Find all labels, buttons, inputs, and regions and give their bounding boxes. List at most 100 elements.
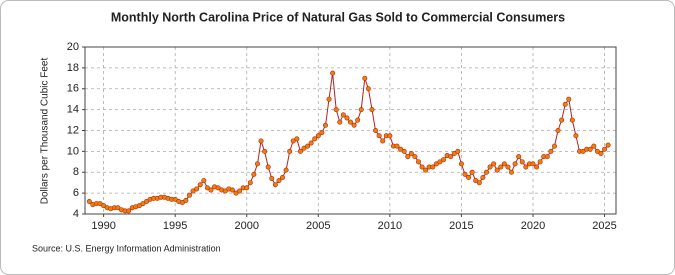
y-tick-label: 14 <box>67 104 79 116</box>
data-point <box>308 140 314 146</box>
data-point <box>355 117 361 123</box>
data-point <box>408 150 414 156</box>
y-tick-label: 18 <box>67 62 79 74</box>
data-point <box>365 86 371 92</box>
data-point <box>433 161 439 167</box>
data-point <box>237 188 243 194</box>
y-tick-label: 4 <box>73 208 79 220</box>
data-point <box>244 185 250 191</box>
data-point <box>591 143 597 149</box>
data-point <box>326 96 332 102</box>
data-point <box>423 167 429 173</box>
data-point <box>398 146 404 152</box>
data-point <box>322 122 328 128</box>
data-point <box>573 133 579 139</box>
data-point <box>254 161 260 167</box>
data-point <box>483 169 489 175</box>
data-point <box>179 200 185 206</box>
data-point <box>401 148 407 154</box>
data-point <box>215 185 221 191</box>
x-tick-label: 1995 <box>163 220 187 232</box>
data-point <box>262 148 268 154</box>
data-point <box>387 133 393 139</box>
x-tick-label: 2015 <box>449 220 473 232</box>
data-point <box>126 208 132 214</box>
data-point <box>136 203 142 209</box>
data-point <box>455 148 461 154</box>
x-tick-label: 1990 <box>91 220 115 232</box>
data-point <box>505 164 511 170</box>
chart-title: Monthly North Carolina Price of Natural … <box>111 10 565 24</box>
data-point <box>555 128 561 134</box>
data-point <box>272 182 278 188</box>
data-point <box>287 148 293 154</box>
data-point <box>351 122 357 128</box>
data-point <box>480 174 486 180</box>
data-point <box>340 112 346 118</box>
data-point <box>469 169 475 175</box>
data-point <box>144 198 150 204</box>
data-point <box>509 169 515 175</box>
data-point <box>516 154 522 160</box>
data-point <box>544 154 550 160</box>
data-point <box>602 146 608 152</box>
data-point <box>183 197 189 203</box>
data-point <box>333 107 339 113</box>
data-point <box>548 148 554 154</box>
data-point <box>587 146 593 152</box>
data-point <box>265 164 271 170</box>
data-point <box>344 115 350 121</box>
data-point <box>551 143 557 149</box>
y-tick-label: 6 <box>73 187 79 199</box>
data-point <box>512 161 518 167</box>
data-point <box>312 136 318 142</box>
y-tick-label: 16 <box>67 83 79 95</box>
data-point <box>569 117 575 123</box>
data-point <box>458 161 464 167</box>
data-point <box>566 96 572 102</box>
data-point <box>362 75 368 81</box>
data-point <box>430 164 436 170</box>
source-note: Source: U.S. Energy Information Administ… <box>32 243 221 253</box>
data-point <box>229 187 235 193</box>
data-point <box>294 136 300 142</box>
data-point <box>369 107 375 113</box>
data-point <box>448 154 454 160</box>
data-point <box>373 128 379 134</box>
y-tick-label: 8 <box>73 166 79 178</box>
data-point <box>86 198 92 204</box>
y-tick-label: 20 <box>67 41 79 53</box>
plot-area <box>84 46 617 215</box>
data-point <box>172 196 178 202</box>
data-point <box>498 164 504 170</box>
data-point <box>190 188 196 194</box>
y-tick-label: 10 <box>67 145 79 157</box>
data-point <box>451 150 457 156</box>
x-tick-label: 2005 <box>306 220 330 232</box>
data-point <box>580 148 586 154</box>
data-point <box>415 159 421 165</box>
y-axis-label: Dollars per Thousand Cubic Feet <box>40 58 51 205</box>
x-tick-label: 2025 <box>592 220 616 232</box>
x-tick-label: 2010 <box>378 220 402 232</box>
data-point <box>437 159 443 165</box>
data-point <box>537 159 543 165</box>
data-point <box>290 138 296 144</box>
data-point <box>562 101 568 107</box>
data-point <box>222 188 228 194</box>
data-point <box>441 157 447 163</box>
data-point <box>315 133 321 139</box>
data-point <box>405 154 411 160</box>
data-point <box>140 201 146 207</box>
data-point <box>201 178 207 184</box>
data-point <box>487 164 493 170</box>
data-point <box>473 178 479 184</box>
x-tick-label: 2020 <box>521 220 545 232</box>
data-point <box>251 171 257 177</box>
data-point <box>376 133 382 139</box>
data-point <box>194 186 200 192</box>
data-point <box>494 167 500 173</box>
data-point <box>319 130 325 136</box>
